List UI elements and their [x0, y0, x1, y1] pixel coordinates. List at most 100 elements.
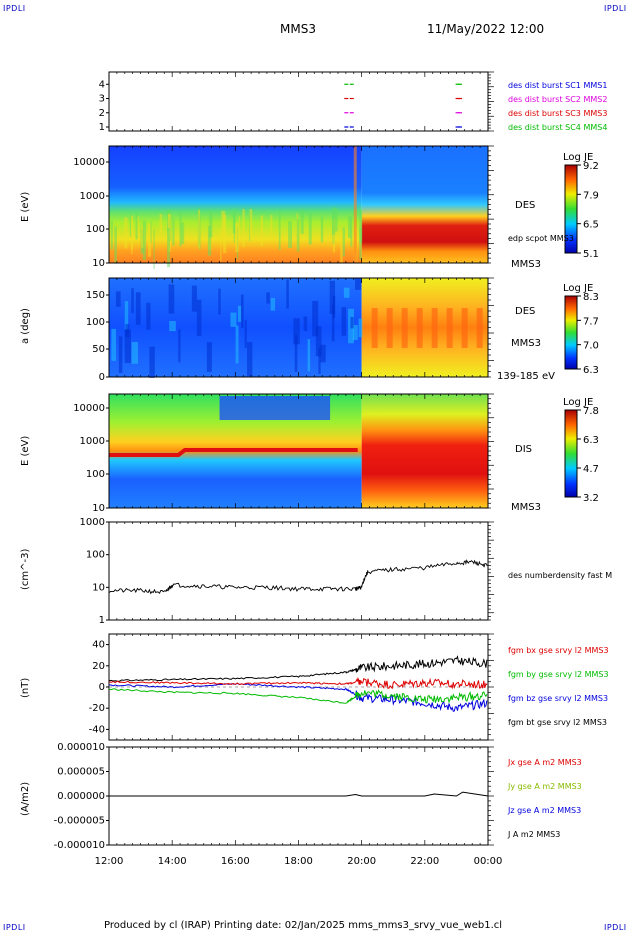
dis-energy-sc-label: MMS3 [511, 502, 541, 513]
density-y-tick-label: 1000 [80, 517, 105, 528]
dis-energy-heatmap-post [361, 394, 488, 508]
des-pitch-texture [270, 297, 276, 311]
des-energy-texture [342, 227, 345, 257]
des-energy-texture [278, 210, 281, 250]
time-tick-label: 16:00 [221, 856, 250, 867]
des-pitch-texture [293, 318, 300, 345]
des-pitch-texture [124, 329, 131, 364]
des-energy-texture [359, 209, 363, 244]
des-energy-texture [150, 221, 152, 244]
dis-energy-y-tick-label: 10000 [73, 403, 105, 414]
current-y-tick-label: -0.000005 [54, 816, 105, 827]
fgm-series-bz [108, 682, 488, 712]
dis-energy-colorbar-tick: 6.3 [583, 435, 599, 446]
des-pitch-texture [401, 308, 408, 348]
fgm-y-tick-label: 0 [99, 682, 105, 693]
des-energy-texture [110, 220, 113, 250]
burst-y-tick-label: 3 [99, 94, 105, 105]
time-tick-label: 12:00 [95, 856, 124, 867]
des-pitch-texture [115, 291, 121, 307]
des-pitch-texture [341, 307, 347, 336]
des-energy-colorbar-tick: 6.5 [583, 220, 599, 231]
current-y-tick-label: 0.000000 [57, 791, 105, 802]
des-pitch-texture [416, 308, 423, 348]
des-energy-texture [179, 211, 182, 247]
burst-legend-label: des dist burst SC1 MMS1 [508, 81, 607, 90]
des-pitch-texture [230, 312, 237, 327]
des-pitch-texture [240, 294, 244, 328]
fgm-legend-label: fgm bx gse srvy l2 MMS3 [508, 646, 609, 655]
burst-y-tick-label: 1 [99, 122, 105, 133]
time-tick-label: 18:00 [284, 856, 313, 867]
des-energy-texture [141, 227, 145, 248]
des-energy-texture [153, 229, 155, 269]
scpot-overlay-label: edp scpot MMS3 [508, 234, 574, 243]
dis-energy-colorbar-tick: 7.8 [583, 406, 599, 417]
corner-label-bottom-left: IPDLI [3, 923, 26, 932]
corner-label-bottom-right: IPDLI [604, 923, 627, 932]
des-energy-texture [159, 213, 163, 235]
des-energy-heatmap-post [361, 146, 488, 263]
des-energy-texture [136, 216, 139, 237]
des-pitch-colorbar-tick: 8.3 [583, 292, 599, 303]
des-pitch-texture [124, 301, 129, 330]
des-energy-colorbar-tick: 9.2 [583, 161, 599, 172]
ylabel-des-pitch: a (deg) [20, 308, 31, 344]
dis-energy-y-tick-label: 10 [92, 503, 105, 514]
des-pitch-texture [244, 319, 247, 348]
des-energy-texture [167, 228, 170, 268]
des-pitch-colorbar-tick: 7.0 [583, 341, 599, 352]
spacecraft-title: MMS3 [280, 22, 316, 36]
dis-energy-instrument-label: DIS [515, 444, 532, 455]
current-y-tick-label: -0.000010 [54, 840, 105, 851]
fgm-y-tick-label: -40 [89, 724, 105, 735]
des-pitch-texture [476, 308, 483, 348]
burst-panel-frame [108, 71, 489, 132]
des-energy-texture [129, 210, 132, 237]
des-energy-texture [249, 209, 253, 237]
des-pitch-y-tick-label: 150 [86, 290, 105, 301]
des-pitch-texture [131, 341, 138, 364]
des-energy-texture [359, 227, 362, 260]
des-pitch-sc-label: MMS3 [511, 338, 541, 349]
des-energy-texture [148, 223, 152, 257]
des-energy-texture [331, 207, 336, 235]
des-energy-y-tick-label: 1000 [80, 191, 105, 202]
des-pitch-texture [237, 305, 242, 322]
des-pitch-texture [312, 300, 319, 337]
des-energy-y-tick-label: 10000 [73, 157, 105, 168]
des-energy-texture [207, 225, 212, 256]
des-energy-texture [334, 208, 338, 232]
des-pitch-texture [318, 347, 321, 374]
des-energy-texture [223, 214, 227, 254]
des-pitch-texture [168, 284, 175, 314]
des-energy-texture [260, 215, 264, 247]
des-energy-colorbar-tick: 7.9 [583, 190, 599, 201]
des-pitch-heatmap-post [361, 278, 488, 377]
dis-energy-y-tick-label: 100 [86, 469, 105, 480]
des-pitch-y-tick-label: 100 [86, 317, 105, 328]
dis-energy-y-tick-label: 1000 [80, 436, 105, 447]
density-panel-frame [108, 521, 489, 621]
des-energy-texture [180, 222, 185, 244]
des-pitch-y-tick-label: 0 [99, 372, 105, 383]
fgm-series-bx [108, 676, 488, 690]
dis-energy-colorbar-tick: 4.7 [583, 464, 599, 475]
current-legend-label: Jz gse A m2 MMS3 [507, 806, 581, 815]
corner-label-top-left: IPDLI [3, 4, 26, 13]
des-energy-y-tick-label: 10 [92, 258, 105, 269]
des-pitch-texture [431, 308, 438, 348]
des-pitch-texture [343, 287, 350, 298]
density-y-tick-label: 100 [86, 550, 105, 561]
des-pitch-texture [146, 302, 151, 330]
des-energy-texture [242, 209, 245, 247]
des-pitch-texture [135, 292, 141, 325]
des-pitch-texture [303, 316, 308, 331]
current-y-tick-label: 0.000005 [57, 767, 105, 778]
dis-energy-colorbar-bar [564, 409, 578, 498]
des-energy-texture [131, 215, 133, 254]
des-pitch-instrument-label: DES [515, 306, 536, 317]
burst-y-tick-label: 4 [99, 79, 105, 90]
corner-label-top-right: IPDLI [604, 4, 627, 13]
des-pitch-texture [329, 280, 336, 315]
